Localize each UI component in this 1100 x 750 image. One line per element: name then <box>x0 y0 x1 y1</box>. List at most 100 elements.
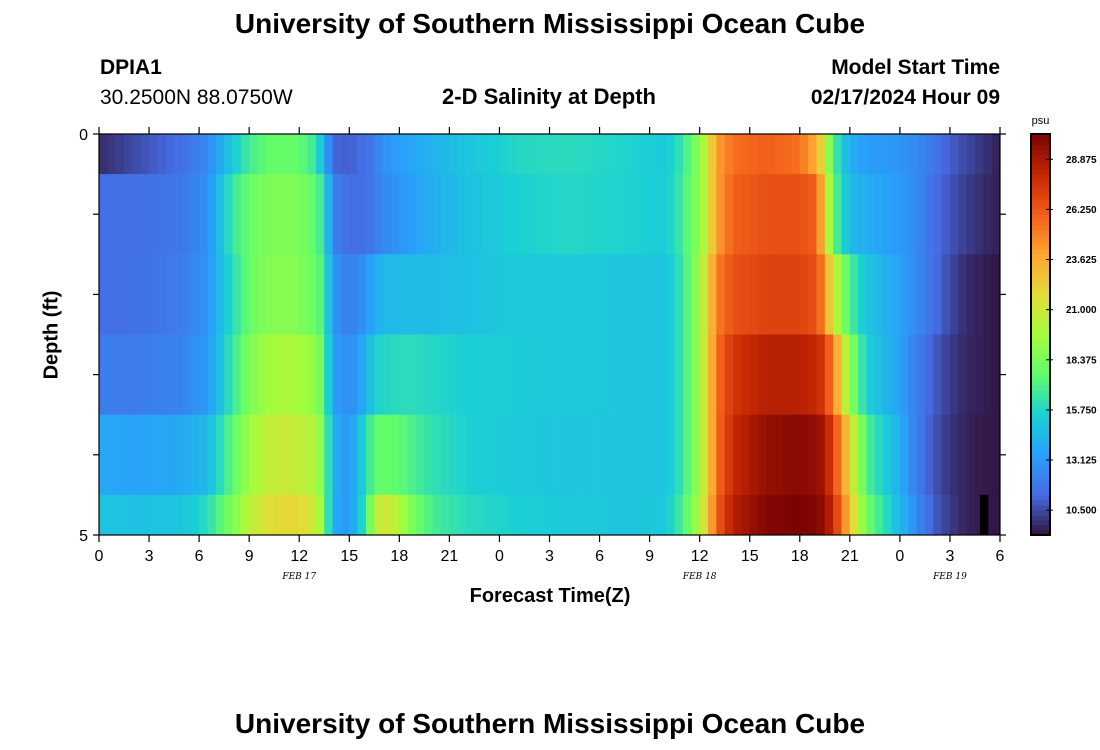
heatmap-cell <box>716 414 726 496</box>
heatmap-cell <box>507 134 517 175</box>
heatmap-cell <box>282 334 292 416</box>
heatmap-cell <box>916 174 926 255</box>
heatmap-cell <box>749 414 759 496</box>
heatmap-cell <box>966 414 976 496</box>
heatmap-cell <box>115 254 125 335</box>
heatmap-cell <box>124 414 133 496</box>
heatmap-cell <box>574 334 584 416</box>
heatmap-cell <box>290 254 300 335</box>
colorbar-segment <box>1031 154 1050 160</box>
heatmap-cell <box>290 334 300 416</box>
heatmap-cell <box>115 334 125 416</box>
heatmap-cell <box>933 334 943 416</box>
heatmap-cell <box>566 254 575 335</box>
heatmap-cell <box>132 134 142 175</box>
heatmap-cell <box>783 414 792 496</box>
heatmap-cell <box>174 414 183 496</box>
colorbar-segment <box>1031 519 1050 526</box>
x-tick-label: 21 <box>841 548 859 565</box>
heatmap-cell <box>315 174 325 255</box>
heatmap-cell <box>733 134 742 175</box>
colorbar-segment <box>1031 454 1050 461</box>
heatmap-cell <box>482 334 492 416</box>
heatmap-cell <box>657 254 667 335</box>
heatmap-cell <box>265 134 275 175</box>
heatmap-cell <box>958 134 968 175</box>
heatmap-cell <box>532 134 542 175</box>
model-start-label: Model Start Time <box>831 56 1000 79</box>
heatmap-cell <box>958 254 968 335</box>
heatmap-cell <box>115 494 125 536</box>
heatmap-cell <box>808 494 817 536</box>
heatmap-cell <box>566 494 575 536</box>
heatmap-cell <box>449 334 459 416</box>
heatmap-cell <box>666 254 676 335</box>
colorbar-segment <box>1031 484 1050 491</box>
heatmap-cell <box>124 494 133 536</box>
heatmap-cell <box>374 414 384 496</box>
heatmap-cell <box>858 174 867 255</box>
heatmap-cell <box>766 334 776 416</box>
heatmap-cell <box>791 494 801 536</box>
x-tick-label: 3 <box>945 548 954 565</box>
heatmap-cell <box>207 174 217 255</box>
colorbar-segment <box>1031 179 1050 185</box>
heatmap-cell <box>516 414 525 496</box>
date-label: FEB 17 <box>281 572 316 582</box>
colorbar-segment <box>1031 529 1050 536</box>
heatmap-cell <box>632 494 642 536</box>
heatmap-cell <box>524 254 534 335</box>
heatmap-cell <box>549 414 559 496</box>
heatmap-cell <box>899 134 909 175</box>
colorbar-frame <box>1030 133 1051 536</box>
heatmap-cell <box>966 254 976 335</box>
heatmap-cell <box>741 174 751 255</box>
heatmap-cell <box>574 134 584 175</box>
heatmap-cell <box>174 254 183 335</box>
heatmap-cell <box>449 414 459 496</box>
heatmap-cell <box>299 134 308 175</box>
heatmap-cell <box>899 334 909 416</box>
x-tick-label: 9 <box>645 548 654 565</box>
colorbar-segment <box>1031 339 1050 346</box>
heatmap-cell <box>983 334 993 416</box>
heatmap-cell <box>182 174 192 255</box>
heatmap-cell <box>666 414 676 496</box>
heatmap-cell <box>257 494 267 536</box>
heatmap-cell <box>157 414 167 496</box>
colorbar-tick-label: 15.750 <box>1066 405 1097 416</box>
data-marker <box>979 494 989 535</box>
heatmap-cell <box>758 494 767 536</box>
heatmap-cell <box>307 174 317 255</box>
heatmap-cell <box>816 134 826 175</box>
heatmap-cell <box>349 254 359 335</box>
heatmap-cell <box>582 334 592 416</box>
heatmap-cell <box>758 414 767 496</box>
heatmap-cell <box>849 174 859 255</box>
heatmap-cell <box>224 414 233 496</box>
heatmap-cell <box>157 174 167 255</box>
heatmap-cell <box>282 134 292 175</box>
heatmap-cell <box>599 174 609 255</box>
colorbar-segment <box>1031 259 1050 265</box>
heatmap-cell <box>399 494 409 536</box>
colorbar-segment <box>1031 244 1050 250</box>
heatmap-cell <box>382 174 392 255</box>
heatmap-cell <box>482 134 492 175</box>
y-tick-label: 5 <box>79 528 88 545</box>
heatmap-cell <box>791 334 801 416</box>
heatmap-cell <box>407 174 417 255</box>
heatmap-cell <box>783 174 792 255</box>
heatmap-cell <box>574 254 584 335</box>
heatmap-cell <box>432 174 442 255</box>
heatmap-cell <box>841 334 851 416</box>
heatmap-cell <box>741 334 751 416</box>
heatmap-cell <box>674 134 684 175</box>
heatmap-cell <box>516 254 525 335</box>
heatmap-cell <box>207 254 217 335</box>
heatmap-cell <box>390 174 400 255</box>
heatmap-cell <box>124 334 133 416</box>
heatmap-cell <box>441 254 450 335</box>
heatmap-cell <box>724 334 734 416</box>
y-tick-label: 0 <box>79 127 88 144</box>
